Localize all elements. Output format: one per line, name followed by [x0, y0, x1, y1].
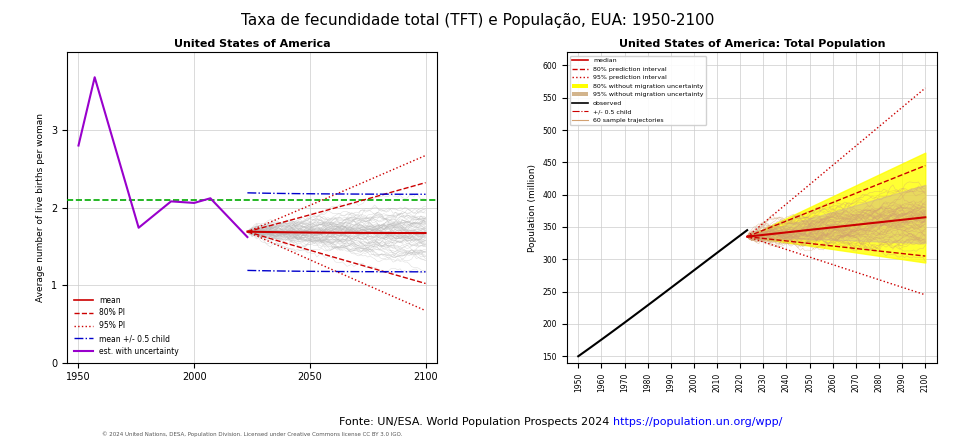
Text: https://population.un.org/wpp/: https://population.un.org/wpp/	[613, 417, 782, 427]
Text: © 2024 United Nations, DESA, Population Division. Licensed under Creative Common: © 2024 United Nations, DESA, Population …	[102, 431, 402, 437]
Legend: mean, 80% PI, 95% PI, mean +/- 0.5 child, est. with uncertainty: mean, 80% PI, 95% PI, mean +/- 0.5 child…	[71, 292, 182, 359]
Y-axis label: Average number of live births per woman: Average number of live births per woman	[36, 113, 45, 302]
Title: United States of America: Total Population: United States of America: Total Populati…	[619, 39, 885, 49]
Text: Taxa de fecundidade total (TFT) e População, EUA: 1950-2100: Taxa de fecundidade total (TFT) e Popula…	[241, 13, 715, 28]
Y-axis label: Population (million): Population (million)	[528, 163, 536, 252]
Text: Fonte: UN/ESA. World Population Prospects 2024: Fonte: UN/ESA. World Population Prospect…	[339, 417, 613, 427]
Title: United States of America: United States of America	[174, 39, 331, 49]
Legend: median, 80% prediction interval, 95% prediction interval, 80% without migration : median, 80% prediction interval, 95% pre…	[570, 55, 706, 125]
